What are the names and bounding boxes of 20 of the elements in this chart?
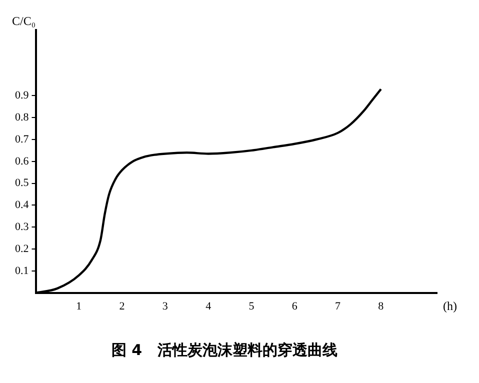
y-tick-label: 0.8 [15, 111, 30, 124]
x-tick-label: 6 [292, 300, 298, 312]
y-tick-label: 0.7 [15, 133, 30, 146]
x-axis-title: (h) [443, 298, 457, 313]
text: 图 4 活性炭泡沫塑料的穿透曲线 [111, 340, 338, 359]
x-tick-label: 3 [162, 300, 168, 312]
y-tick-label: 0.3 [15, 220, 30, 233]
x-tick-label: 4 [206, 300, 212, 312]
y-tick-label: 0.1 [15, 264, 29, 277]
y-tick-label: 0.6 [15, 155, 30, 168]
y-tick-label: 0.4 [15, 199, 30, 212]
y-axis-title: C/C₀ [12, 14, 36, 28]
y-tick-label: 0.9 [15, 90, 30, 102]
y-tick-label: 0.2 [15, 242, 29, 255]
x-tick-label: 7 [335, 300, 342, 312]
x-tick-label: 1 [76, 300, 82, 312]
y-tick-label: 0.5 [15, 177, 30, 190]
x-tick-label: 2 [119, 300, 125, 312]
x-tick-label: 5 [248, 300, 255, 312]
x-tick-label: 8 [378, 300, 384, 312]
